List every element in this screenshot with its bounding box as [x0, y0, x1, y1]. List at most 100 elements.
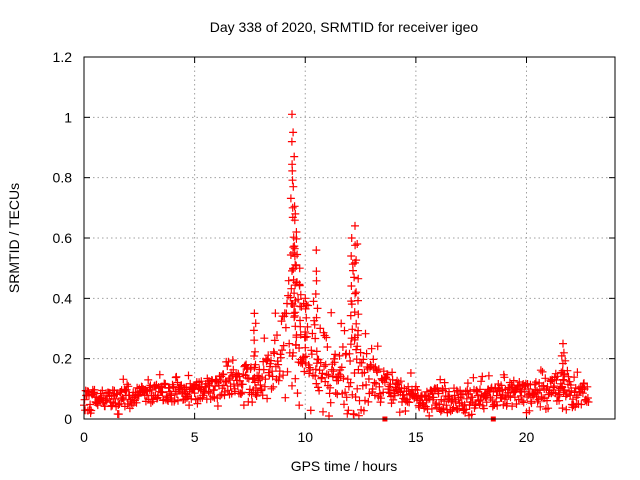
data-point: [403, 397, 412, 406]
data-point: [311, 290, 320, 298]
data-point: [559, 339, 567, 348]
data-point: [114, 410, 123, 419]
y-tick-label: 0.2: [53, 351, 73, 367]
data-point: [393, 380, 402, 389]
data-point: [364, 375, 373, 383]
data-point: [239, 401, 248, 410]
data-point: [349, 266, 357, 275]
data-point: [345, 349, 354, 358]
data-point: [338, 343, 347, 351]
data-point: [469, 373, 478, 382]
data-point: [288, 110, 296, 119]
data-point: [250, 352, 259, 360]
data-point: [346, 378, 355, 387]
data-point: [339, 374, 348, 383]
data-point: [351, 289, 360, 298]
data-point: [569, 401, 578, 410]
data-point: [210, 385, 218, 394]
x-tick-label: 5: [191, 429, 199, 445]
data-point: [295, 264, 304, 273]
data-point: [411, 382, 420, 391]
data-point: [354, 274, 363, 283]
data-point: [86, 400, 95, 409]
data-point: [347, 234, 356, 242]
data-point: [425, 394, 434, 403]
data-point: [558, 359, 567, 368]
data-point: [119, 395, 128, 404]
data-point: [290, 289, 299, 298]
data-point: [482, 391, 491, 399]
data-point: [182, 383, 191, 392]
data-point: [302, 313, 311, 322]
data-point: [312, 379, 321, 388]
data-point: [488, 402, 497, 411]
data-point: [306, 406, 315, 415]
data-point: [324, 371, 333, 380]
data-point: [429, 393, 438, 402]
data-point: [350, 335, 359, 344]
data-point: [263, 394, 272, 403]
data-point: [518, 397, 527, 405]
data-point: [354, 411, 363, 420]
data-point: [300, 353, 309, 362]
data-point: [346, 311, 355, 320]
data-point: [312, 347, 321, 356]
data-point: [383, 370, 392, 379]
data-point: [271, 309, 280, 318]
data-point: [357, 358, 366, 367]
data-point: [172, 372, 181, 381]
data-point: [250, 309, 259, 318]
data-point: [508, 402, 517, 411]
data-point: [289, 128, 298, 137]
data-point: [322, 370, 331, 379]
data-point: [291, 308, 300, 317]
data-point: [462, 405, 471, 414]
data-point: [312, 267, 321, 276]
data-point: [224, 357, 233, 366]
data-point: [312, 276, 321, 285]
data-point: [337, 319, 346, 328]
data-point: [536, 366, 545, 375]
data-point: [252, 384, 260, 392]
data-point: [238, 380, 247, 389]
data-point: [462, 394, 471, 403]
y-tick-label: 0.4: [53, 290, 73, 306]
data-point: [352, 319, 361, 328]
data-point: [276, 353, 285, 362]
data-point: [354, 310, 363, 319]
data-point: [558, 366, 567, 375]
data-point: [252, 392, 261, 400]
data-point: [213, 402, 222, 410]
data-point: [275, 367, 284, 376]
data-point: [543, 382, 552, 391]
data-point: [531, 378, 540, 387]
data-point: [212, 377, 221, 386]
data-point: [267, 384, 276, 393]
data-point: [503, 399, 512, 408]
data-point: [546, 377, 555, 386]
data-point: [341, 388, 350, 397]
data-point: [287, 137, 296, 146]
data-point: [261, 375, 270, 384]
data-point: [374, 365, 383, 374]
data-point: [396, 377, 405, 386]
data-point: [292, 234, 301, 243]
data-point: [361, 329, 370, 338]
data-point: [123, 380, 132, 389]
data-point: [248, 398, 257, 407]
data-point: [558, 404, 567, 413]
data-point: [279, 341, 288, 350]
data-point: [307, 350, 316, 359]
data-points: [80, 110, 593, 422]
data-point: [353, 342, 362, 351]
data-point: [353, 384, 362, 393]
data-point: [509, 376, 518, 385]
data-point: [427, 404, 436, 413]
data-point: [287, 284, 296, 293]
data-point: [231, 387, 239, 396]
data-point: [331, 350, 340, 359]
data-point: [185, 401, 194, 410]
data-point: [313, 304, 322, 313]
data-point: [172, 390, 181, 398]
